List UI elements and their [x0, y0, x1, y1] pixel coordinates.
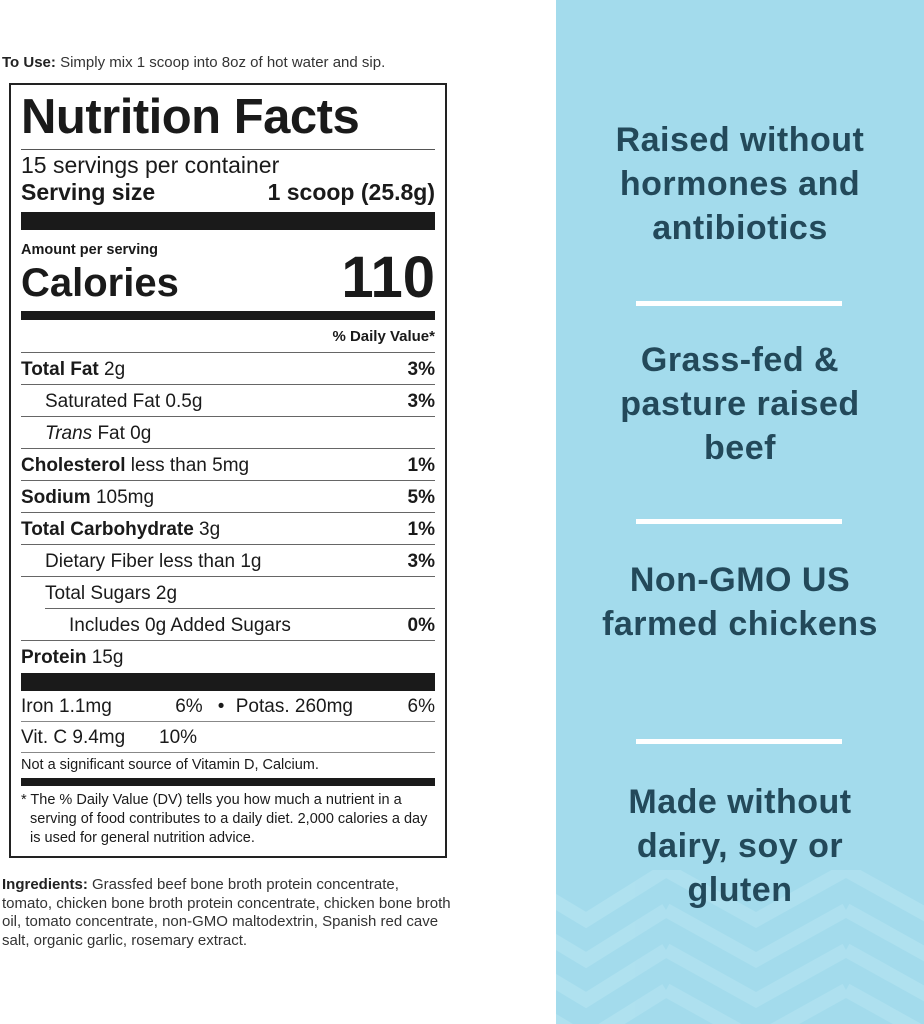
nutrient-row: Sodium 105mg 5% [21, 481, 435, 513]
not-significant-note: Not a significant source of Vitamin D, C… [21, 757, 319, 773]
serving-size: Serving size 1 scoop (25.8g) [21, 179, 435, 205]
divider-bar [21, 212, 435, 230]
daily-value-footnote: * The % Daily Value (DV) tells you how m… [21, 792, 428, 846]
nutrient-row: Total Fat 2g 3% [21, 353, 435, 385]
chevron-pattern-icon [556, 870, 924, 1024]
nutrition-facts-label: Nutrition Facts 15 servings per containe… [9, 83, 447, 858]
nutrient-row: Total Sugars 2g [21, 577, 435, 609]
divider-bar [21, 778, 435, 786]
ingredients: Ingredients: Grassfed beef bone broth pr… [2, 876, 451, 949]
nutrient-row: Protein 15g [21, 647, 124, 668]
nutrient-row: Includes 0g Added Sugars 0% [21, 609, 435, 641]
claims-panel: Raised without hormones and antibiotics … [556, 0, 924, 1024]
daily-value-header: % Daily Value* [21, 320, 435, 353]
divider-line [636, 519, 842, 524]
micronutrient-row: Iron 1.1mg 6% • Potas. 260mg 6% [21, 691, 435, 722]
calories-row: Calories 110 [21, 245, 435, 310]
nutrient-row: Cholesterol less than 5mg 1% [21, 449, 435, 481]
usage-instructions: To Use: Simply mix 1 scoop into 8oz of h… [2, 54, 386, 71]
claim-non-gmo: Non-GMO US farmed chickens [602, 561, 878, 643]
nutrient-row: Saturated Fat 0.5g 3% [21, 385, 435, 417]
divider-line [636, 301, 842, 306]
nutrient-row: Trans Fat 0g [21, 417, 435, 449]
micronutrient-row: Vit. C 9.4mg 10% [21, 722, 435, 753]
calories-value: 110 [341, 245, 435, 310]
divider-bar [21, 673, 435, 691]
divider-bar [21, 311, 435, 320]
divider-line [636, 739, 842, 744]
label-title: Nutrition Facts [21, 90, 360, 144]
amount-per-serving: Amount per serving [21, 242, 158, 258]
claim-grass-fed: Grass-fed & pasture raised beef [620, 341, 860, 467]
nutrient-row: Dietary Fiber less than 1g 3% [21, 545, 435, 577]
nutrient-row: Total Carbohydrate 3g 1% [21, 513, 435, 545]
claim-hormones: Raised without hormones and antibiotics [615, 121, 865, 247]
servings-per-container: 15 servings per container [21, 149, 435, 178]
claim-dairy-free: Made without dairy, soy or gluten [628, 783, 852, 909]
